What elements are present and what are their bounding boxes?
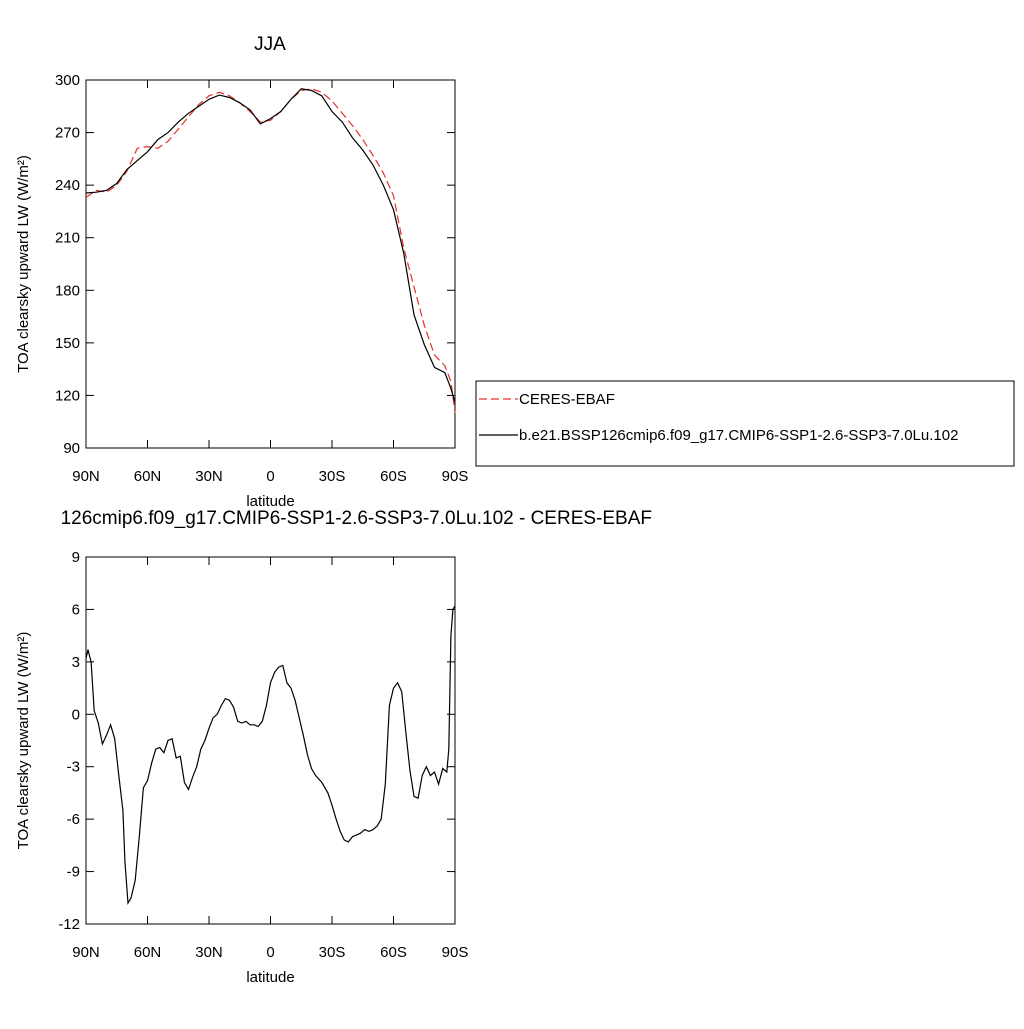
plot-frame [85,79,456,449]
x-tick-label: 90N [72,468,100,485]
y-tick-label: 6 [72,601,80,618]
x-tick-label: 0 [266,944,274,961]
x-tick-label: 30N [195,944,223,961]
y-tick-label: 240 [55,177,80,194]
x-tick-label: 60N [134,468,162,485]
legend-label: b.e21.BSSP126cmip6.f09_g17.CMIP6-SSP1-2.… [519,427,958,444]
y-tick-label: 270 [55,125,80,142]
y-tick-label: -3 [67,759,80,776]
y-tick-label: -9 [67,864,80,881]
legend-box [475,380,1015,467]
x-tick-label: 90N [72,944,100,961]
chart-title: JJA [254,34,286,55]
x-tick-label: 60N [134,944,162,961]
x-tick-label: 90S [442,944,469,961]
x-tick-label: 30S [319,468,346,485]
data-line [85,605,456,905]
y-tick-label: 0 [72,706,80,723]
y-tick-label: 150 [55,335,80,352]
x-tick-label: 60S [380,944,407,961]
x-tick-label: 0 [266,468,274,485]
y-tick-label: 3 [72,654,80,671]
data-line [85,88,456,414]
x-tick-label: 30S [319,944,346,961]
legend-label: CERES-EBAF [519,391,615,408]
plot-frame [85,556,456,925]
x-tick-label: 30N [195,468,223,485]
x-axis-label: latitude [246,493,294,510]
y-tick-label: 9 [72,549,80,566]
x-tick-label: 90S [442,468,469,485]
y-tick-label: 210 [55,230,80,247]
y-tick-label: 180 [55,282,80,299]
x-axis-label: latitude [246,969,294,986]
y-tick-label: 120 [55,387,80,404]
chart-title: 126cmip6.f09_g17.CMIP6-SSP1-2.6-SSP3-7.0… [61,508,652,529]
y-axis-label: TOA clearsky upward LW (W/m²) [15,155,32,373]
y-axis-label: TOA clearsky upward LW (W/m²) [15,632,32,850]
y-tick-label: -12 [58,916,80,933]
data-line [85,88,456,403]
y-tick-label: -6 [67,811,80,828]
y-tick-label: 300 [55,72,80,89]
y-tick-label: 90 [63,440,80,457]
x-tick-label: 60S [380,468,407,485]
